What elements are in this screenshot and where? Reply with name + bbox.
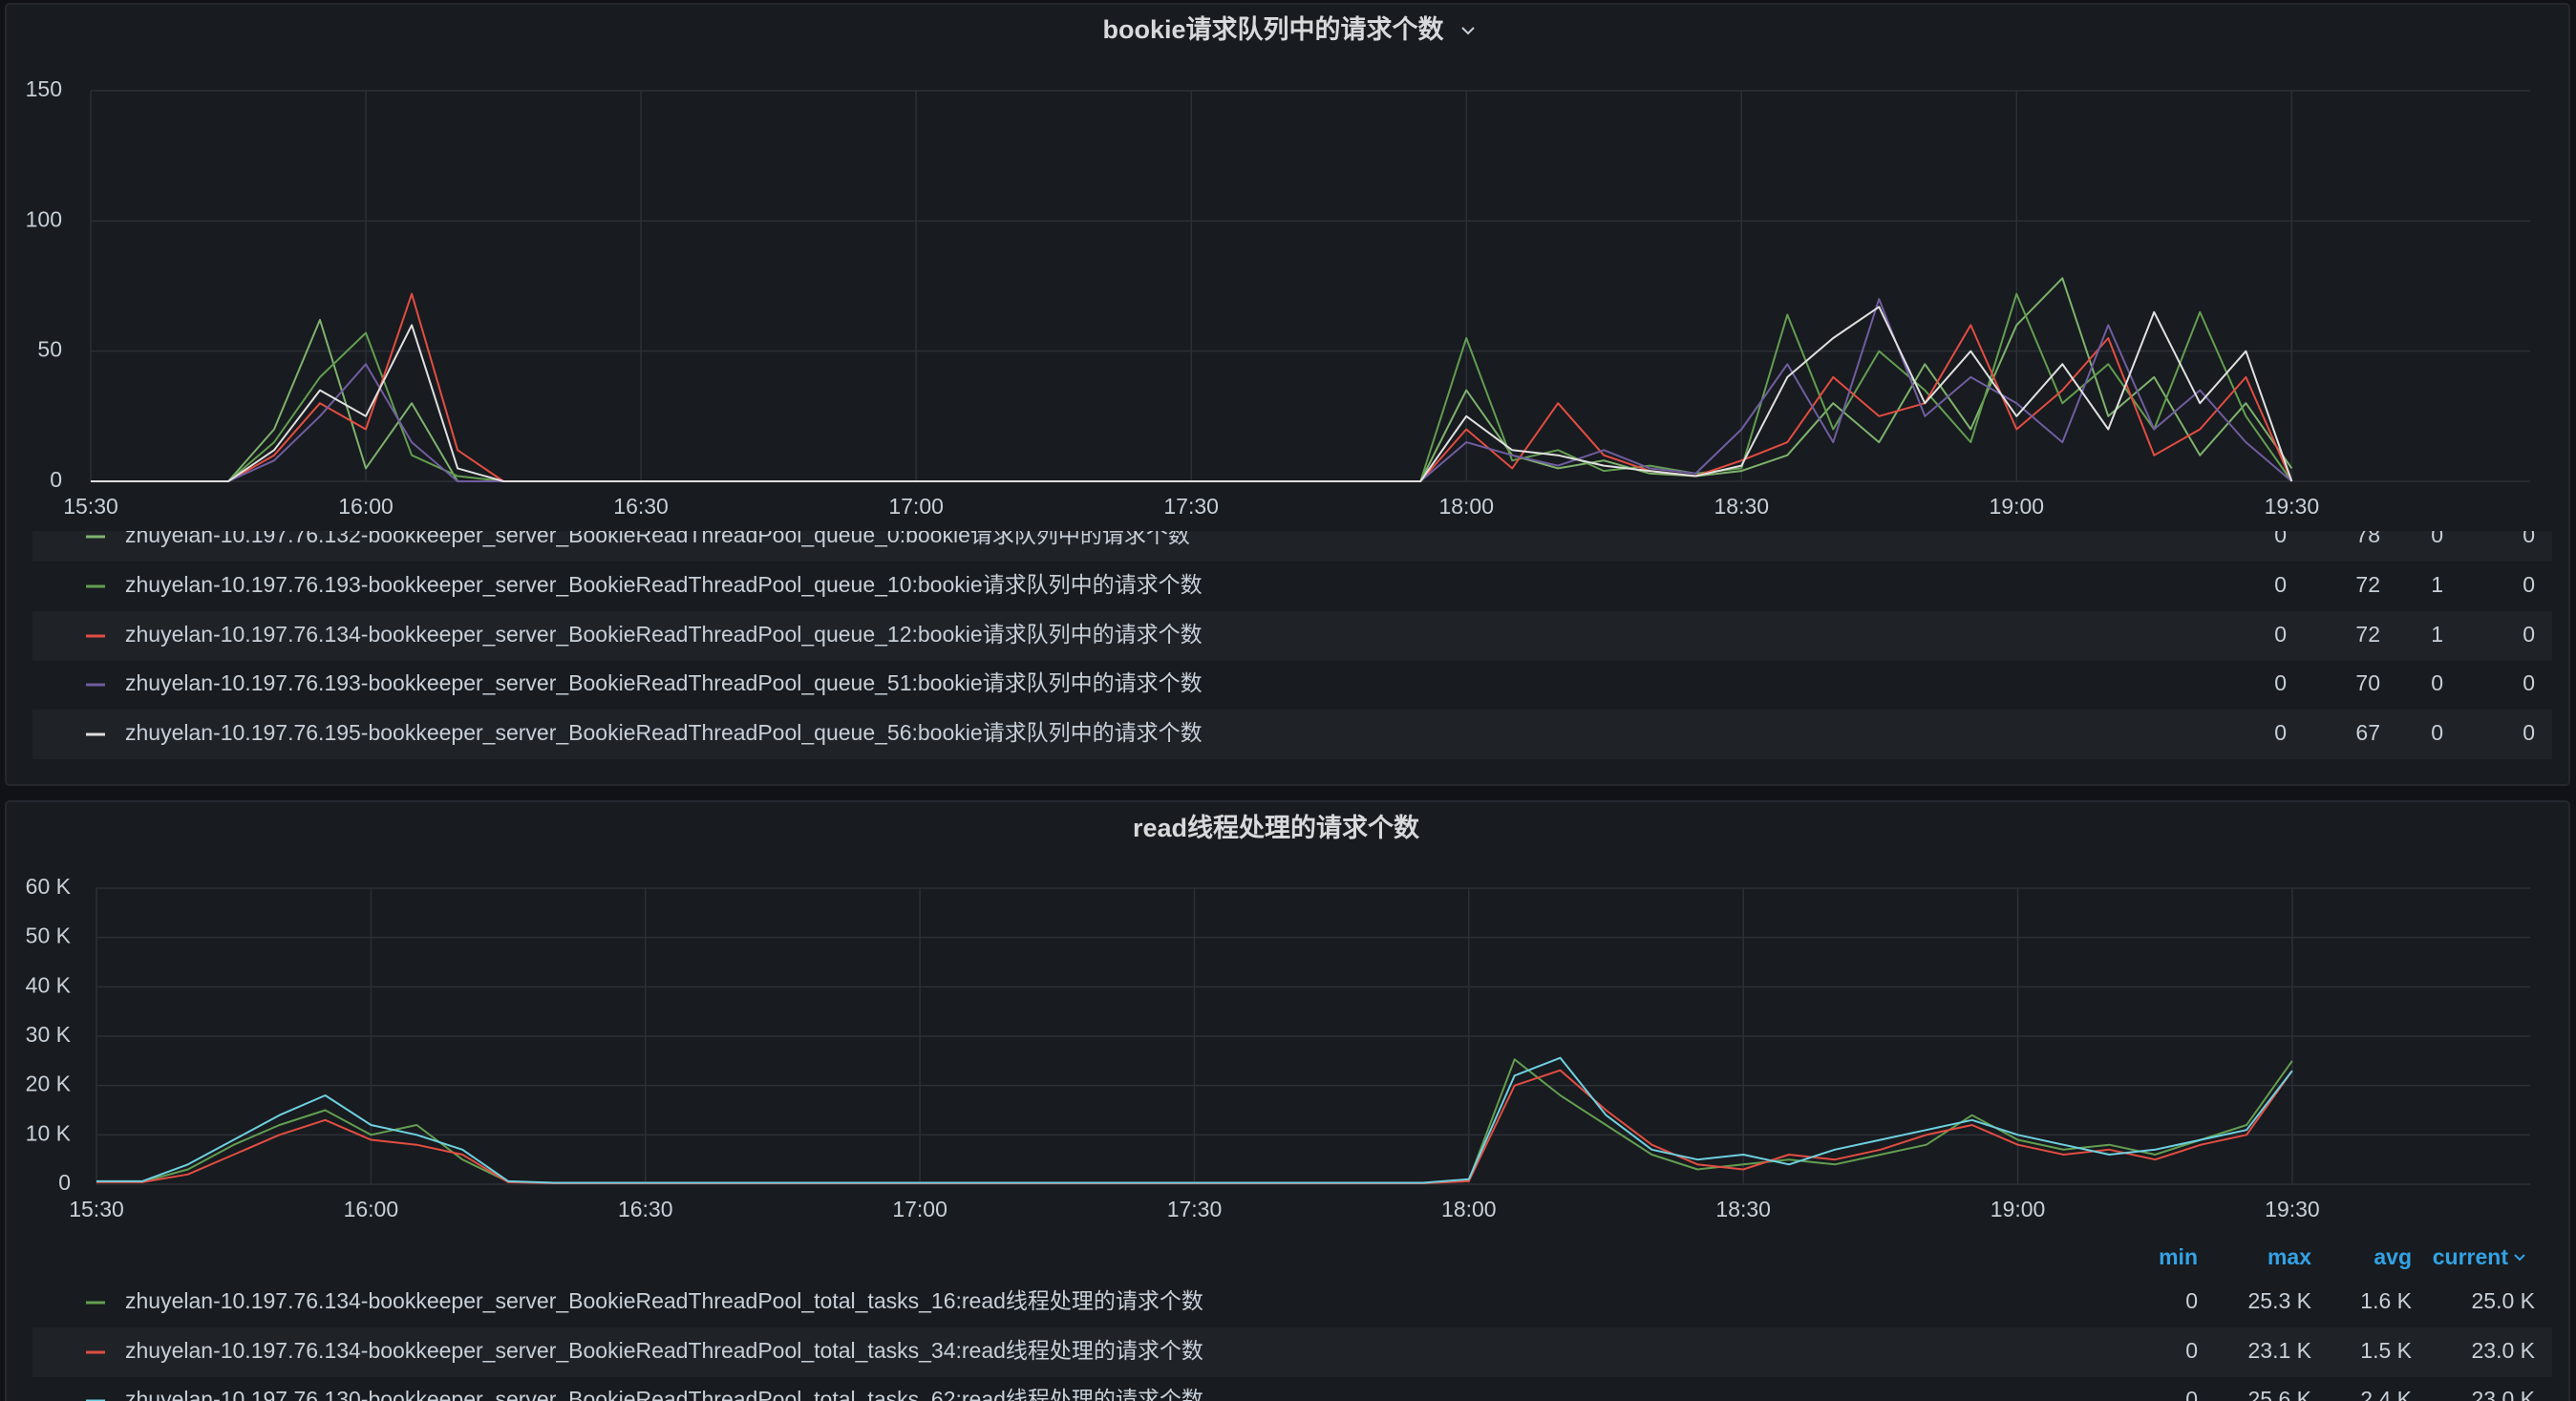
x-tick-label: 18:30 <box>1715 1197 1771 1221</box>
legend-row-stripe <box>32 611 2552 661</box>
x-tick-label: 17:30 <box>1167 1197 1223 1221</box>
legend-row-stripe <box>32 1327 2552 1377</box>
panel-title[interactable]: read线程处理的请求个数 <box>1133 813 1420 842</box>
legend-value: 23.0 K <box>2472 1387 2536 1401</box>
y-tick-label: 40 K <box>26 972 72 997</box>
x-tick-label: 19:30 <box>2265 1197 2320 1221</box>
legend-value: 2.4 K <box>2360 1387 2412 1401</box>
legend-column-header[interactable]: current <box>2433 1244 2509 1269</box>
x-tick-label: 19:00 <box>1990 494 2045 519</box>
y-tick-label: 150 <box>26 76 62 101</box>
legend-value: 0 <box>2523 522 2535 547</box>
x-tick-label: 15:30 <box>63 494 118 519</box>
x-tick-label: 18:00 <box>1441 1197 1497 1221</box>
y-tick-label: 0 <box>58 1170 71 1195</box>
legend-row-stripe <box>32 710 2552 759</box>
y-tick-label: 0 <box>50 467 62 492</box>
sort-caret[interactable] <box>2514 1254 2525 1262</box>
series-line <box>96 1056 2293 1184</box>
legend-value: 23.1 K <box>2248 1338 2312 1363</box>
y-tick-label: 50 K <box>26 923 72 948</box>
legend-label[interactable]: zhuyelan-10.197.76.134-bookkeeper_server… <box>125 1338 1203 1363</box>
x-tick-label: 16:00 <box>338 494 394 519</box>
legend-value: 0 <box>2274 622 2287 647</box>
y-tick-label: 50 <box>37 337 62 362</box>
legend-value: 1 <box>2431 572 2443 597</box>
legend: min max avg current zhuyelan-10.197.76.134-b… <box>32 1244 2552 1401</box>
x-tick-label: 17:00 <box>888 494 944 519</box>
legend-column-header[interactable]: min <box>2159 1244 2198 1269</box>
legend-value: 0 <box>2274 670 2287 695</box>
legend-value: 1 <box>2431 622 2443 647</box>
legend-value: 0 <box>2185 1387 2198 1401</box>
legend-label[interactable]: zhuyelan-10.197.76.193-bookkeeper_server… <box>125 572 1203 597</box>
legend-value: 0 <box>2431 522 2443 547</box>
legend-column-header[interactable]: max <box>2267 1244 2311 1269</box>
plot: 0 50 100 150 15:30 16:00 16:30 17:00 17:30 18:00 1… <box>26 76 2530 519</box>
series-line <box>91 306 2293 482</box>
legend-value: 0 <box>2523 720 2535 745</box>
legend-column-header[interactable]: avg <box>2374 1244 2412 1269</box>
legend-row-stripe <box>32 531 2552 562</box>
panel <box>5 3 2570 786</box>
x-tick-label: 18:30 <box>1714 494 1769 519</box>
legend-value: 0 <box>2274 720 2287 745</box>
legend-value: 0 <box>2523 670 2535 695</box>
y-tick-label: 60 K <box>26 874 72 899</box>
legend-label[interactable]: zhuyelan-10.197.76.134-bookkeeper_server… <box>125 1288 1203 1313</box>
legend-value: 0 <box>2431 720 2443 745</box>
legend-value: 23.0 K <box>2472 1338 2536 1363</box>
panel <box>5 800 2570 1401</box>
legend-value: 72 <box>2355 622 2380 647</box>
x-tick-label: 16:00 <box>344 1197 399 1221</box>
legend-value: 0 <box>2185 1288 2198 1313</box>
y-tick-label: 30 K <box>26 1022 72 1047</box>
y-tick-label: 10 K <box>26 1120 72 1145</box>
legend-value: 25.6 K <box>2248 1387 2312 1401</box>
legend-value: 0 <box>2185 1338 2198 1363</box>
legend-label[interactable]: zhuyelan-10.197.76.130-bookkeeper_server… <box>125 1387 1203 1401</box>
x-tick-label: 19:00 <box>1991 1197 2046 1221</box>
x-tick-label: 18:00 <box>1438 494 1494 519</box>
legend-label[interactable]: zhuyelan-10.197.76.195-bookkeeper_server… <box>125 720 1203 745</box>
legend-label[interactable]: zhuyelan-10.197.76.132-bookkeeper_server… <box>125 522 1190 547</box>
plot: 0 10 K 20 K 30 K 40 K 50 K 60 K 15:30 16:00 16:30… <box>26 874 2530 1221</box>
legend-value: 72 <box>2355 572 2380 597</box>
legend-value: 1.5 K <box>2360 1338 2412 1363</box>
x-tick-label: 15:30 <box>69 1197 124 1221</box>
x-tick-label: 16:30 <box>618 1197 673 1221</box>
x-tick-label: 17:00 <box>892 1197 947 1221</box>
panel-title[interactable]: bookie请求队列中的请求个数 <box>1102 14 1444 44</box>
legend-label[interactable]: zhuyelan-10.197.76.134-bookkeeper_server… <box>125 622 1203 647</box>
x-tick-label: 17:30 <box>1163 494 1219 519</box>
legend-value: 0 <box>2274 522 2287 547</box>
y-tick-label: 100 <box>26 206 62 231</box>
x-tick-label: 16:30 <box>613 494 669 519</box>
legend-value: 1.6 K <box>2360 1288 2412 1313</box>
y-tick-label: 20 K <box>26 1072 72 1096</box>
x-tick-label: 19:30 <box>2265 494 2320 519</box>
dropdown-caret[interactable] <box>1461 27 1475 35</box>
legend-value: 25.3 K <box>2248 1288 2312 1313</box>
legend-value: 0 <box>2274 572 2287 597</box>
legend-value: 25.0 K <box>2472 1288 2536 1313</box>
legend-label[interactable]: zhuyelan-10.197.76.193-bookkeeper_server… <box>125 670 1203 695</box>
legend-value: 0 <box>2431 670 2443 695</box>
legend-value: 70 <box>2355 670 2380 695</box>
legend: zhuyelan-10.197.76.132-bookkeeper_server… <box>32 522 2552 759</box>
legend-value: 0 <box>2523 622 2535 647</box>
legend-value: 0 <box>2523 572 2535 597</box>
legend-value: 67 <box>2355 720 2380 745</box>
legend-value: 78 <box>2355 522 2380 547</box>
